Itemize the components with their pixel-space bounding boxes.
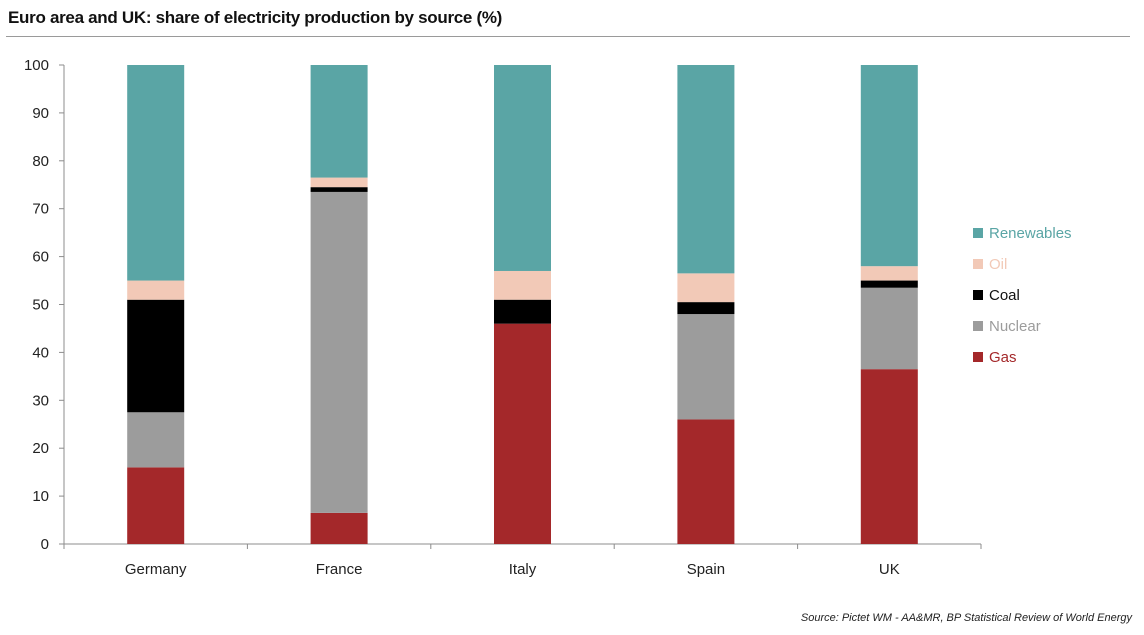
bar-segment-nuclear <box>127 412 185 468</box>
bars <box>127 65 918 544</box>
bar-segment-oil <box>494 270 551 300</box>
legend-swatch <box>973 321 983 331</box>
bar-segment-nuclear <box>860 287 918 370</box>
y-axis: 0 10 20 30 40 50 60 70 80 90 100 <box>24 57 65 553</box>
bar-segment-gas <box>860 369 918 544</box>
bar-stack-france <box>310 65 368 544</box>
bar-segment-renewables <box>127 65 185 281</box>
x-tick-label: Spain <box>687 561 725 578</box>
chart-title: Euro area and UK: share of electricity p… <box>8 8 503 27</box>
bar-segment-renewables <box>494 65 551 271</box>
legend-label: Nuclear <box>989 318 1041 335</box>
legend-swatch <box>973 352 983 362</box>
bar-segment-gas <box>677 419 735 544</box>
bar-segment-coal <box>310 187 368 192</box>
legend-swatch <box>973 290 983 300</box>
y-tick-label: 60 <box>32 249 49 266</box>
legend-label: Gas <box>989 349 1017 366</box>
y-tick-label: 80 <box>32 153 49 170</box>
y-tick-label: 90 <box>32 105 49 122</box>
y-tick-label: 50 <box>32 297 49 314</box>
bar-segment-coal <box>494 299 551 324</box>
bar-segment-gas <box>310 512 368 544</box>
bar-segment-oil <box>127 280 185 300</box>
bar-segment-coal <box>127 299 185 413</box>
bar-stack-uk <box>860 65 918 544</box>
x-axis: Germany France Italy Spain UK <box>63 543 982 578</box>
legend-item-oil: Oil <box>973 256 1007 273</box>
bar-segment-nuclear <box>677 314 735 420</box>
x-tick-label: Germany <box>125 561 187 578</box>
bar-segment-renewables <box>310 65 368 178</box>
y-tick-label: 20 <box>32 440 49 457</box>
bar-segment-gas <box>127 467 185 544</box>
source-note: Source: Pictet WM - AA&MR, BP Statistica… <box>800 612 1132 624</box>
y-tick-label: 30 <box>32 392 49 409</box>
legend-item-gas: Gas <box>973 349 1017 366</box>
y-tick-label: 70 <box>32 201 49 218</box>
bar-segment-renewables <box>860 65 918 267</box>
bar-segment-oil <box>310 177 368 188</box>
bar-segment-gas <box>494 323 551 544</box>
x-tick-label: France <box>316 561 363 578</box>
legend-item-renewables: Renewables <box>973 225 1072 242</box>
x-tick-label: Italy <box>509 561 537 578</box>
legend-label: Coal <box>989 287 1020 304</box>
bar-stack-germany <box>127 65 185 544</box>
legend-swatch <box>973 259 983 269</box>
x-tick-label: UK <box>879 561 900 578</box>
y-tick-label: 40 <box>32 344 49 361</box>
y-tick-label: 0 <box>41 536 49 553</box>
legend-label: Oil <box>989 256 1007 273</box>
legend-item-nuclear: Nuclear <box>973 318 1041 335</box>
bar-stack-italy <box>494 65 551 544</box>
bar-segment-coal <box>860 280 918 288</box>
bar-stack-spain <box>677 65 735 544</box>
bar-segment-oil <box>677 273 735 303</box>
bar-segment-coal <box>677 302 735 315</box>
legend-label: Renewables <box>989 225 1072 242</box>
legend-item-coal: Coal <box>973 287 1020 304</box>
y-tick-label: 10 <box>32 488 49 505</box>
title-divider <box>6 36 1130 37</box>
y-tick-label: 100 <box>24 57 49 74</box>
legend: Renewables Oil Coal Nuclear Gas <box>973 225 1072 366</box>
legend-swatch <box>973 228 983 238</box>
bar-segment-oil <box>860 266 918 281</box>
bar-segment-nuclear <box>310 191 368 513</box>
bar-segment-renewables <box>677 65 735 274</box>
